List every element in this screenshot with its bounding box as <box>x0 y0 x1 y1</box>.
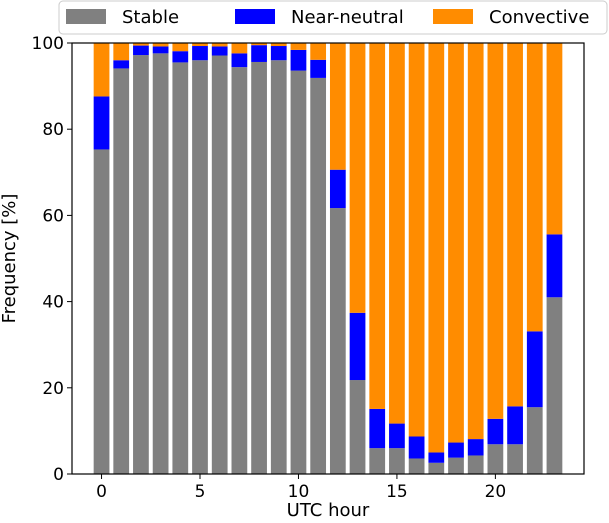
bar-convective-hour-5 <box>192 43 208 47</box>
bar-near-neutral-hour-8 <box>251 45 267 62</box>
legend-swatch-convective <box>433 9 473 24</box>
bar-near-neutral-hour-19 <box>467 439 484 456</box>
bar-convective-hour-13 <box>349 43 366 313</box>
bar-convective-hour-3 <box>152 43 169 47</box>
bar-near-neutral-hour-17 <box>428 452 445 463</box>
y-tick-label: 0 <box>53 465 64 485</box>
bar-stable-hour-11 <box>310 77 327 474</box>
x-tick-label: 15 <box>386 482 408 502</box>
bar-near-neutral-hour-6 <box>211 46 228 56</box>
bar-near-neutral-hour-16 <box>408 436 425 459</box>
bar-near-neutral-hour-20 <box>487 418 504 445</box>
bar-near-neutral-hour-9 <box>270 46 287 61</box>
legend-label-near-neutral: Near-neutral <box>291 7 404 28</box>
x-tick-label: 20 <box>485 482 507 502</box>
bar-near-neutral-hour-4 <box>172 51 189 63</box>
bar-convective-hour-23 <box>546 43 563 235</box>
bar-stable-hour-10 <box>290 70 307 474</box>
x-axis-label: UTC hour <box>287 500 370 521</box>
bar-stable-hour-23 <box>546 297 563 474</box>
bar-stable-hour-5 <box>192 60 208 475</box>
bar-convective-hour-6 <box>211 43 228 47</box>
bar-convective-hour-12 <box>329 43 346 170</box>
bar-stable-hour-22 <box>526 407 543 474</box>
bars <box>93 43 563 475</box>
y-axis-ticks: 0 20 40 60 80 100 <box>32 34 72 485</box>
bar-convective-hour-2 <box>133 43 149 46</box>
y-tick-label: 60 <box>42 206 64 226</box>
bar-stable-hour-13 <box>349 380 366 474</box>
bar-stable-hour-7 <box>231 67 248 474</box>
bar-convective-hour-8 <box>251 43 267 46</box>
bar-convective-hour-22 <box>526 43 543 332</box>
bar-near-neutral-hour-15 <box>389 423 405 449</box>
bar-near-neutral-hour-22 <box>526 331 543 408</box>
bar-near-neutral-hour-10 <box>290 49 307 71</box>
bar-near-neutral-hour-1 <box>113 60 130 69</box>
legend-label-stable: Stable <box>122 7 179 28</box>
bar-stable-hour-3 <box>152 53 169 475</box>
bar-near-neutral-hour-0 <box>93 96 110 150</box>
bar-near-neutral-hour-2 <box>133 45 149 56</box>
bar-near-neutral-hour-7 <box>231 53 248 68</box>
bar-stable-hour-15 <box>389 448 405 474</box>
y-tick-label: 100 <box>32 34 64 54</box>
bar-convective-hour-15 <box>389 43 405 424</box>
bar-convective-hour-16 <box>408 43 425 437</box>
legend-label-convective: Convective <box>489 7 589 28</box>
bar-convective-hour-0 <box>93 43 110 97</box>
x-tick-label: 10 <box>288 482 310 502</box>
bar-near-neutral-hour-5 <box>192 46 208 61</box>
bar-convective-hour-21 <box>507 43 523 407</box>
bar-stable-hour-21 <box>507 444 523 474</box>
bar-stable-hour-9 <box>270 60 287 475</box>
bar-convective-hour-9 <box>270 43 287 47</box>
bar-convective-hour-11 <box>310 43 327 60</box>
bar-stable-hour-14 <box>369 448 386 474</box>
bar-convective-hour-19 <box>467 43 484 440</box>
bar-stable-hour-18 <box>448 457 464 474</box>
bar-convective-hour-4 <box>172 43 189 52</box>
bar-stable-hour-4 <box>172 62 189 475</box>
x-tick-label: 0 <box>96 482 107 502</box>
bar-convective-hour-10 <box>290 43 307 50</box>
bar-stable-hour-20 <box>487 444 504 474</box>
bar-stable-hour-1 <box>113 68 130 475</box>
bar-convective-hour-18 <box>448 43 464 443</box>
bar-convective-hour-20 <box>487 43 504 419</box>
bar-near-neutral-hour-12 <box>329 169 346 209</box>
bar-stable-hour-8 <box>251 61 267 475</box>
x-axis-ticks: 0 5 10 15 20 <box>96 474 506 502</box>
y-tick-label: 80 <box>42 120 64 140</box>
bar-stable-hour-0 <box>93 149 110 474</box>
bar-near-neutral-hour-14 <box>369 408 386 449</box>
bar-convective-hour-17 <box>428 43 445 453</box>
bar-near-neutral-hour-13 <box>349 312 366 381</box>
bar-stable-hour-6 <box>211 55 228 474</box>
bar-near-neutral-hour-3 <box>152 46 169 54</box>
bar-near-neutral-hour-23 <box>546 234 563 298</box>
plot-frame <box>71 42 585 475</box>
y-tick-label: 40 <box>42 293 64 313</box>
bar-stable-hour-19 <box>467 455 484 474</box>
x-tick-label: 5 <box>195 482 206 502</box>
bar-convective-hour-7 <box>231 43 248 54</box>
bar-convective-hour-14 <box>369 43 386 409</box>
legend: Stable Near-neutral Convective <box>58 0 608 35</box>
bar-stable-hour-2 <box>133 55 149 474</box>
bar-stable-hour-12 <box>329 208 346 474</box>
legend-swatch-stable <box>66 9 106 24</box>
legend-swatch-near-neutral <box>235 9 275 24</box>
bar-near-neutral-hour-21 <box>507 406 523 445</box>
y-tick-label: 20 <box>42 379 64 399</box>
bar-stable-hour-16 <box>408 458 425 474</box>
bar-near-neutral-hour-18 <box>448 442 464 458</box>
bar-stable-hour-17 <box>428 462 445 474</box>
bar-near-neutral-hour-11 <box>310 59 327 78</box>
bar-convective-hour-1 <box>113 43 130 61</box>
y-axis-label: Frequency [%] <box>0 194 20 324</box>
